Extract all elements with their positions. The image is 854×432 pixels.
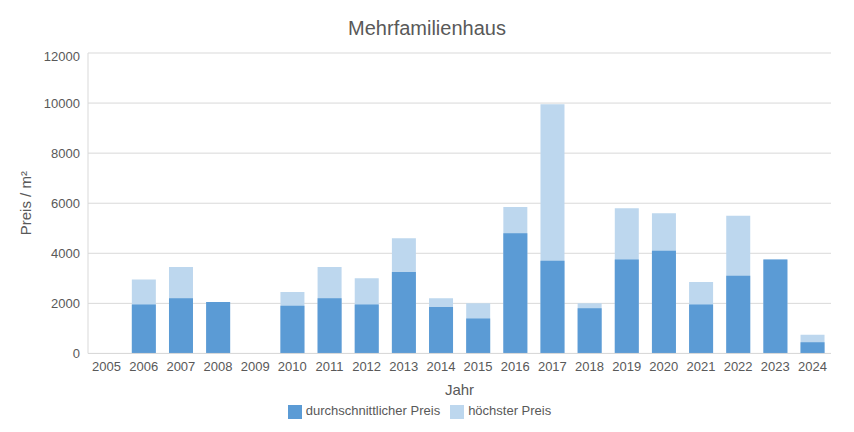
svg-text:2019: 2019 bbox=[612, 359, 641, 374]
html-text:Mehrfamilienhaus: Mehrfamilienhaus bbox=[348, 17, 506, 39]
svg-text:2014: 2014 bbox=[426, 359, 455, 374]
svg-text:Preis / m²: Preis / m² bbox=[17, 171, 34, 235]
svg-text:2009: 2009 bbox=[241, 359, 270, 374]
svg-text:2000: 2000 bbox=[51, 296, 80, 311]
svg-text:10000: 10000 bbox=[44, 96, 80, 111]
svg-text:2007: 2007 bbox=[166, 359, 195, 374]
svg-text:2010: 2010 bbox=[278, 359, 307, 374]
svg-text:2011: 2011 bbox=[315, 359, 343, 374]
svg-text:2006: 2006 bbox=[129, 359, 158, 374]
svg-text:12000: 12000 bbox=[44, 49, 80, 64]
svg-text:2005: 2005 bbox=[92, 359, 121, 374]
svg-text:2016: 2016 bbox=[501, 359, 530, 374]
svg-text:Jahr: Jahr bbox=[445, 381, 474, 398]
html-text:höchster Preis: höchster Preis bbox=[468, 403, 552, 419]
svg-text:2024: 2024 bbox=[798, 359, 827, 374]
svg-text:4000: 4000 bbox=[51, 246, 80, 261]
svg-text:2012: 2012 bbox=[352, 359, 381, 374]
html-text:durchschnittlicher Preis: durchschnittlicher Preis bbox=[305, 403, 441, 419]
svg-text:2008: 2008 bbox=[204, 359, 233, 374]
svg-text:6000: 6000 bbox=[51, 196, 80, 211]
svg-text:8000: 8000 bbox=[51, 146, 80, 161]
svg-text:2023: 2023 bbox=[761, 359, 790, 374]
svg-text:2015: 2015 bbox=[464, 359, 493, 374]
svg-text:2013: 2013 bbox=[389, 359, 418, 374]
svg-text:2020: 2020 bbox=[649, 359, 678, 374]
svg-text:2021: 2021 bbox=[687, 359, 716, 374]
svg-text:0: 0 bbox=[73, 346, 80, 361]
svg-text:2017: 2017 bbox=[538, 359, 567, 374]
svg-text:2018: 2018 bbox=[575, 359, 604, 374]
svg-text:2022: 2022 bbox=[724, 359, 753, 374]
